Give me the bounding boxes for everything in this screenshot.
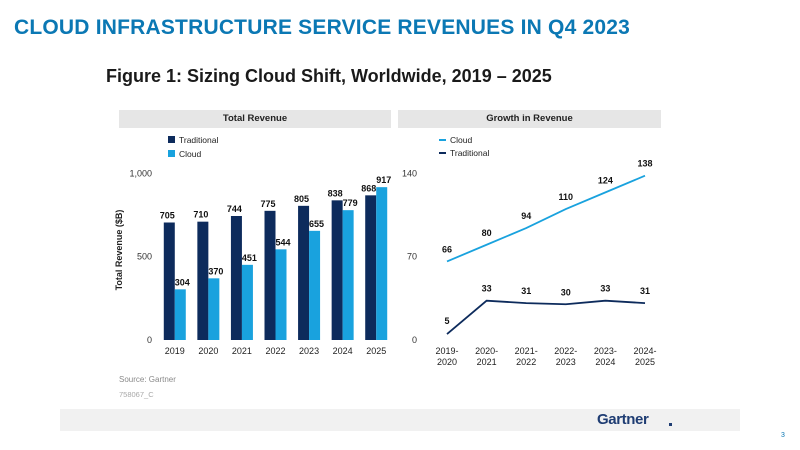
source-note: Source: Gartner [119, 375, 176, 384]
data-label-traditional-2022: 775 [260, 199, 275, 209]
slide-title: CLOUD INFRASTRUCTURE SERVICE REVENUES IN… [14, 16, 630, 39]
legend-swatch-traditional [168, 136, 175, 143]
data-label-traditional-2019: 705 [160, 211, 175, 221]
data-label-cloud-1: 80 [482, 228, 492, 238]
y-tick-label: 500 [137, 252, 152, 262]
data-label-cloud-2019: 304 [175, 277, 190, 287]
y-tick-label: 0 [147, 335, 152, 345]
bar-traditional-2020 [197, 221, 209, 340]
data-label-traditional-3: 30 [561, 287, 571, 297]
data-label-traditional-2020: 710 [193, 210, 208, 220]
document-id: 758067_C [119, 390, 154, 399]
bar-traditional-2019 [163, 222, 175, 340]
series-line-cloud [446, 174, 646, 263]
data-label-cloud-2020: 370 [208, 266, 223, 276]
legend-label-traditional: Traditional [179, 135, 218, 145]
data-label-cloud-2024: 779 [343, 198, 358, 208]
x-tick-label: 2019 [165, 346, 185, 356]
x-tick-label: 2020- [475, 346, 498, 356]
bar-cloud-2025 [376, 187, 388, 340]
legend-label-traditional: Traditional [450, 148, 489, 158]
x-tick-label: 2020 [437, 357, 457, 367]
x-tick-label: 2024- [633, 346, 656, 356]
bar-cloud-2021 [241, 264, 253, 340]
figure-title: Figure 1: Sizing Cloud Shift, Worldwide,… [106, 66, 552, 86]
data-label-traditional-5: 31 [640, 286, 650, 296]
bar-cloud-2020 [208, 278, 220, 340]
growth-line-chart: 0 70 140 Cloud Traditional 66 80 94 110 124 138 5 33… [402, 135, 657, 367]
x-tick-label: 2021- [515, 346, 538, 356]
bar-traditional-2024 [331, 200, 343, 340]
bar-traditional-2023 [298, 205, 310, 340]
x-tick-label: 2023 [556, 357, 576, 367]
bar-cloud-2024 [342, 210, 354, 340]
x-tick-label: 2020 [198, 346, 218, 356]
data-label-cloud-2025: 917 [376, 175, 391, 185]
bar-cloud-2019 [174, 289, 186, 340]
x-tick-label: 2022- [554, 346, 577, 356]
y-tick-label: 0 [412, 335, 417, 345]
y-tick-label: 1,000 [129, 168, 152, 178]
total-revenue-panel-title: Total Revenue [119, 110, 391, 128]
legend-label-cloud: Cloud [450, 135, 472, 145]
data-label-cloud-2021: 451 [242, 253, 257, 263]
bar-traditional-2021 [230, 216, 242, 340]
x-tick-label: 2021 [232, 346, 252, 356]
y-tick-label: 70 [407, 252, 417, 262]
data-label-cloud-5: 138 [637, 159, 652, 169]
data-label-cloud-3: 110 [559, 192, 574, 202]
total-revenue-bar-chart: Total Revenue ($B) 0 500 1,000 Traditional Cl… [114, 135, 391, 356]
data-label-cloud-4: 124 [598, 175, 613, 185]
legend-label-cloud: Cloud [179, 149, 201, 159]
legend-swatch-cloud [168, 150, 175, 157]
gartner-logo: Gartner [597, 411, 649, 428]
data-label-traditional-2025: 868 [361, 183, 376, 193]
x-tick-label: 2024 [595, 357, 615, 367]
data-label-cloud-2022: 544 [275, 237, 290, 247]
bar-cloud-2023 [309, 230, 321, 340]
data-label-traditional-2021: 744 [227, 204, 242, 214]
data-label-cloud-2023: 655 [309, 219, 324, 229]
x-tick-label: 2023 [299, 346, 319, 356]
data-label-traditional-2023: 805 [294, 194, 309, 204]
bar-cloud-2022 [275, 249, 287, 340]
page-number: 3 [781, 432, 785, 439]
data-label-cloud-0: 66 [442, 244, 452, 254]
x-tick-label: 2025 [635, 357, 655, 367]
growth-panel-title: Growth in Revenue [398, 110, 661, 128]
data-label-traditional-0: 5 [444, 316, 449, 326]
data-label-cloud-2: 94 [521, 211, 531, 221]
y-axis-label: Total Revenue ($B) [114, 210, 124, 291]
bar-traditional-2022 [264, 210, 276, 340]
footer-band [60, 409, 740, 431]
bar-traditional-2025 [365, 195, 377, 340]
data-label-traditional-2: 31 [521, 286, 531, 296]
x-tick-label: 2024 [333, 346, 353, 356]
logo-dot [669, 423, 672, 426]
x-tick-label: 2022 [265, 346, 285, 356]
data-label-traditional-1: 33 [482, 284, 492, 294]
data-label-traditional-2024: 838 [328, 188, 343, 198]
series-line-traditional [446, 299, 646, 335]
x-tick-label: 2025 [366, 346, 386, 356]
x-tick-label: 2021 [477, 357, 497, 367]
x-tick-label: 2023- [594, 346, 617, 356]
y-tick-label: 140 [402, 168, 417, 178]
data-label-traditional-4: 33 [600, 284, 610, 294]
x-tick-label: 2022 [516, 357, 536, 367]
x-tick-label: 2019- [435, 346, 458, 356]
